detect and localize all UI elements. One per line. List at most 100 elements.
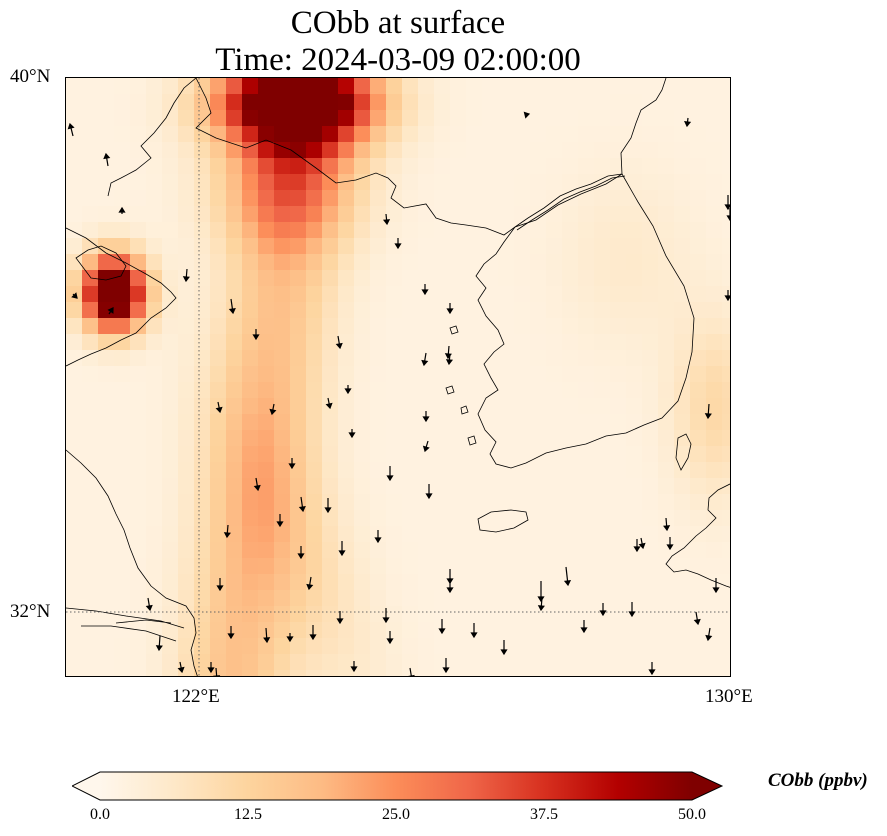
field-cell (370, 254, 387, 271)
field-cell (98, 334, 115, 351)
field-cell (66, 478, 83, 495)
wind-arrow (446, 303, 454, 315)
field-cell (546, 510, 563, 527)
field-cell (402, 462, 419, 479)
field-cell (530, 158, 547, 175)
field-cell (578, 126, 595, 143)
field-cell (178, 670, 195, 676)
field-cell (242, 350, 259, 367)
field-cell (210, 94, 227, 111)
field-cell (322, 590, 339, 607)
field-cell (722, 398, 730, 415)
field-cell (418, 542, 435, 559)
field-cell (418, 622, 435, 639)
field-cell (370, 590, 387, 607)
field-cell (178, 206, 195, 223)
field-cell (66, 110, 83, 127)
field-cell (178, 238, 195, 255)
field-cell (66, 622, 83, 639)
field-cell (722, 318, 730, 335)
field-cell (82, 670, 99, 676)
field-cell (306, 190, 323, 207)
field-cell (178, 430, 195, 447)
field-cell (514, 462, 531, 479)
field-cell (354, 414, 371, 431)
field-cell (274, 478, 291, 495)
field-cell (498, 510, 515, 527)
field-cell (146, 494, 163, 511)
field-cell (130, 158, 147, 175)
field-cell (514, 350, 531, 367)
field-cell (722, 622, 730, 639)
field-cell (306, 590, 323, 607)
field-cell (338, 526, 355, 543)
wind-arrow (350, 661, 358, 673)
field-cell (178, 494, 195, 511)
field-cell (434, 286, 451, 303)
field-cell (642, 302, 659, 319)
field-cell (658, 126, 675, 143)
field-cell (626, 446, 643, 463)
field-cell (498, 638, 515, 655)
field-cell (226, 638, 243, 655)
field-cell (578, 238, 595, 255)
field-cell (546, 638, 563, 655)
field-cell (370, 206, 387, 223)
field-cell (434, 366, 451, 383)
field-cell (466, 206, 483, 223)
map-panel[interactable] (65, 77, 731, 677)
field-cell (194, 238, 211, 255)
field-cell (418, 494, 435, 511)
field-cell (498, 606, 515, 623)
field-cell (386, 270, 403, 287)
field-cell (626, 542, 643, 559)
field-cell (578, 174, 595, 191)
field-cell (258, 542, 275, 559)
field-cell (690, 350, 707, 367)
field-cell (418, 254, 435, 271)
field-cell (114, 222, 131, 239)
field-cell (226, 622, 243, 639)
field-cell (466, 110, 483, 127)
field-cell (690, 206, 707, 223)
field-cell (66, 238, 83, 255)
field-cell (194, 110, 211, 127)
field-cell (242, 94, 259, 111)
field-cell (434, 606, 451, 623)
field-cell (82, 542, 99, 559)
field-cell (82, 654, 99, 671)
field-cell (114, 414, 131, 431)
field-cell (130, 110, 147, 127)
field-cell (418, 606, 435, 623)
field-cell (226, 222, 243, 239)
field-cell (610, 446, 627, 463)
field-cell (354, 510, 371, 527)
field-cell (658, 350, 675, 367)
field-cell (114, 606, 131, 623)
field-cell (386, 126, 403, 143)
field-cell (226, 158, 243, 175)
field-cell (626, 190, 643, 207)
field-cell (594, 574, 611, 591)
colorbar-extend-low (72, 772, 100, 800)
western-islands (445, 325, 477, 446)
field-cell (562, 606, 579, 623)
field-cell (290, 574, 307, 591)
field-cell (546, 382, 563, 399)
field-cell (258, 558, 275, 575)
field-cell (114, 510, 131, 527)
wind-arrow (269, 403, 277, 416)
field-cell (210, 126, 227, 143)
field-cell (674, 254, 691, 271)
field-cell (146, 638, 163, 655)
colorbar-tick-0: 0.0 (90, 806, 110, 823)
field-cell (626, 270, 643, 287)
field-cell (178, 606, 195, 623)
field-cell (466, 558, 483, 575)
field-cell (146, 398, 163, 415)
field-cell (306, 382, 323, 399)
field-cell (354, 318, 371, 335)
field-cell (610, 142, 627, 159)
field-cell (338, 190, 355, 207)
field-cell (498, 110, 515, 127)
